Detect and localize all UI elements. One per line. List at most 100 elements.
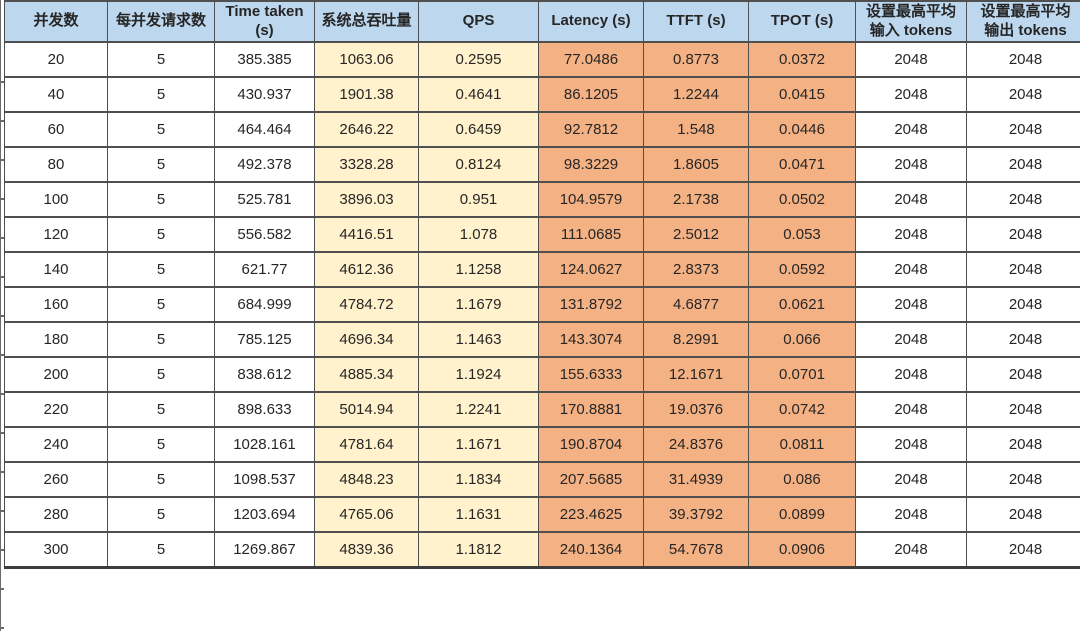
- table-row: 120 5 556.582 4416.51 1.078 111.0685 2.5012 0.0…: [4, 216, 1080, 253]
- cell-tpot: 0.0906: [748, 531, 856, 568]
- cell-ttft: 2.1738: [643, 181, 749, 218]
- cell-max-avg-output-tokens: 2048: [966, 146, 1080, 183]
- cell-ttft: 4.6877: [643, 286, 749, 323]
- cell-tpot: 0.053: [748, 216, 856, 253]
- cell-time-taken: 1098.537: [214, 461, 315, 498]
- cell-ttft: 1.2244: [643, 76, 749, 113]
- cell-max-avg-output-tokens: 2048: [966, 531, 1080, 568]
- cell-ttft: 24.8376: [643, 426, 749, 463]
- cell-tpot: 0.066: [748, 321, 856, 358]
- table-header: 并发数 每并发请求数 Time taken (s) 系统总吞吐量 QPS Lat…: [4, 0, 1080, 43]
- cell-time-taken: 492.378: [214, 146, 315, 183]
- cell-latency: 207.5685: [538, 461, 644, 498]
- cell-system-throughput: 1901.38: [314, 76, 419, 113]
- cell-time-taken: 385.385: [214, 41, 315, 78]
- cell-qps: 1.1679: [418, 286, 539, 323]
- cell-concurrency: 260: [4, 461, 108, 498]
- cell-qps: 0.6459: [418, 111, 539, 148]
- cell-time-taken: 525.781: [214, 181, 315, 218]
- cell-ttft: 31.4939: [643, 461, 749, 498]
- cell-max-avg-input-tokens: 2048: [855, 391, 967, 428]
- table-row: 20 5 385.385 1063.06 0.2595 77.0486 0.8773 0.03…: [4, 41, 1080, 78]
- cell-concurrency: 220: [4, 391, 108, 428]
- cell-max-avg-output-tokens: 2048: [966, 216, 1080, 253]
- cell-max-avg-output-tokens: 2048: [966, 391, 1080, 428]
- cell-concurrency: 120: [4, 216, 108, 253]
- benchmark-table: 并发数 每并发请求数 Time taken (s) 系统总吞吐量 QPS Lat…: [4, 0, 1080, 569]
- cell-time-taken: 1203.694: [214, 496, 315, 533]
- cell-requests-per-concurrency: 5: [107, 146, 215, 183]
- cell-qps: 1.1924: [418, 356, 539, 393]
- table-row: 260 5 1098.537 4848.23 1.1834 207.5685 31.4939…: [4, 461, 1080, 498]
- cell-tpot: 0.0446: [748, 111, 856, 148]
- column-header-concurrency: 并发数: [4, 0, 108, 43]
- cell-max-avg-input-tokens: 2048: [855, 286, 967, 323]
- cell-time-taken: 838.612: [214, 356, 315, 393]
- cell-tpot: 0.0899: [748, 496, 856, 533]
- cell-concurrency: 80: [4, 146, 108, 183]
- table-row: 200 5 838.612 4885.34 1.1924 155.6333 12.1671 0…: [4, 356, 1080, 393]
- cell-requests-per-concurrency: 5: [107, 496, 215, 533]
- cell-qps: 0.2595: [418, 41, 539, 78]
- table-row: 220 5 898.633 5014.94 1.2241 170.8881 19.0376 0…: [4, 391, 1080, 428]
- cell-system-throughput: 4848.23: [314, 461, 419, 498]
- cell-system-throughput: 5014.94: [314, 391, 419, 428]
- cell-max-avg-output-tokens: 2048: [966, 76, 1080, 113]
- cell-concurrency: 100: [4, 181, 108, 218]
- cell-latency: 170.8881: [538, 391, 644, 428]
- cell-max-avg-input-tokens: 2048: [855, 496, 967, 533]
- table-row: 180 5 785.125 4696.34 1.1463 143.3074 8.2991 0.…: [4, 321, 1080, 358]
- cell-qps: 1.1463: [418, 321, 539, 358]
- cell-system-throughput: 4416.51: [314, 216, 419, 253]
- cell-max-avg-output-tokens: 2048: [966, 461, 1080, 498]
- cell-requests-per-concurrency: 5: [107, 216, 215, 253]
- cell-tpot: 0.0811: [748, 426, 856, 463]
- table-row: 140 5 621.77 4612.36 1.1258 124.0627 2.8373 0.0…: [4, 251, 1080, 288]
- cell-latency: 92.7812: [538, 111, 644, 148]
- column-header-requests-per-concurrency: 每并发请求数: [107, 0, 215, 43]
- cell-max-avg-input-tokens: 2048: [855, 321, 967, 358]
- cell-tpot: 0.0502: [748, 181, 856, 218]
- cell-concurrency: 240: [4, 426, 108, 463]
- cell-requests-per-concurrency: 5: [107, 391, 215, 428]
- cell-requests-per-concurrency: 5: [107, 531, 215, 568]
- cell-tpot: 0.086: [748, 461, 856, 498]
- cell-latency: 240.1364: [538, 531, 644, 568]
- cell-latency: 124.0627: [538, 251, 644, 288]
- cell-time-taken: 684.999: [214, 286, 315, 323]
- cell-concurrency: 280: [4, 496, 108, 533]
- cell-qps: 1.078: [418, 216, 539, 253]
- cell-max-avg-output-tokens: 2048: [966, 251, 1080, 288]
- header-row: 并发数 每并发请求数 Time taken (s) 系统总吞吐量 QPS Lat…: [4, 0, 1080, 43]
- cell-concurrency: 40: [4, 76, 108, 113]
- cell-time-taken: 1028.161: [214, 426, 315, 463]
- cell-time-taken: 556.582: [214, 216, 315, 253]
- cell-max-avg-input-tokens: 2048: [855, 461, 967, 498]
- cell-qps: 1.2241: [418, 391, 539, 428]
- cell-requests-per-concurrency: 5: [107, 356, 215, 393]
- cell-system-throughput: 4612.36: [314, 251, 419, 288]
- table-row: 60 5 464.464 2646.22 0.6459 92.7812 1.548 0.044…: [4, 111, 1080, 148]
- table-row: 40 5 430.937 1901.38 0.4641 86.1205 1.2244 0.04…: [4, 76, 1080, 113]
- cell-concurrency: 180: [4, 321, 108, 358]
- cell-time-taken: 430.937: [214, 76, 315, 113]
- cell-system-throughput: 4781.64: [314, 426, 419, 463]
- cell-latency: 98.3229: [538, 146, 644, 183]
- cell-requests-per-concurrency: 5: [107, 321, 215, 358]
- cell-concurrency: 160: [4, 286, 108, 323]
- cell-max-avg-input-tokens: 2048: [855, 41, 967, 78]
- cell-time-taken: 1269.867: [214, 531, 315, 568]
- cell-max-avg-input-tokens: 2048: [855, 216, 967, 253]
- benchmark-table-container: 并发数 每并发请求数 Time taken (s) 系统总吞吐量 QPS Lat…: [4, 0, 1080, 633]
- cell-system-throughput: 3328.28: [314, 146, 419, 183]
- column-header-latency: Latency (s): [538, 0, 644, 43]
- cell-tpot: 0.0372: [748, 41, 856, 78]
- cell-system-throughput: 4696.34: [314, 321, 419, 358]
- cell-latency: 223.4625: [538, 496, 644, 533]
- cell-system-throughput: 4784.72: [314, 286, 419, 323]
- cell-max-avg-input-tokens: 2048: [855, 146, 967, 183]
- cell-max-avg-input-tokens: 2048: [855, 251, 967, 288]
- cell-system-throughput: 4885.34: [314, 356, 419, 393]
- cell-concurrency: 300: [4, 531, 108, 568]
- cell-ttft: 2.5012: [643, 216, 749, 253]
